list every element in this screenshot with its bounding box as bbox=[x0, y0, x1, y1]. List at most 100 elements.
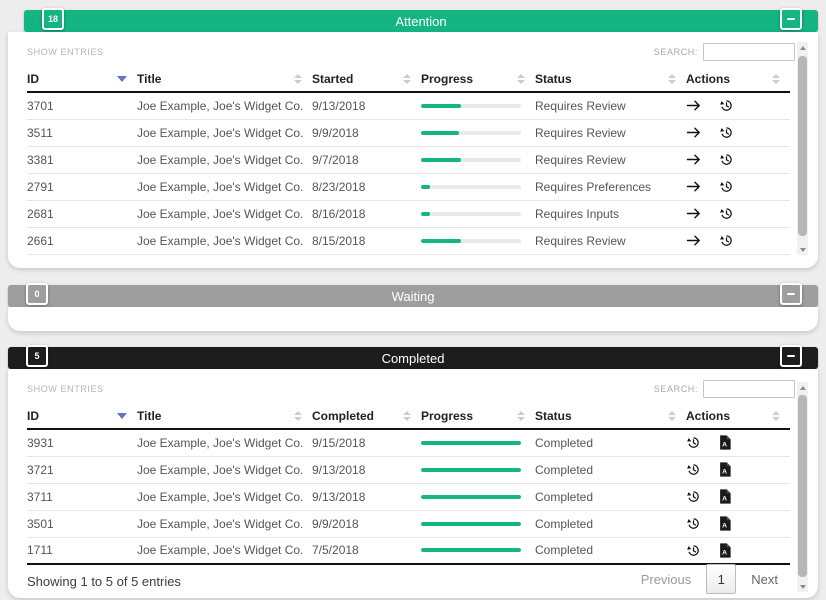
sort-icon bbox=[668, 411, 676, 421]
scroll-down-icon[interactable] bbox=[797, 244, 808, 255]
history-icon[interactable] bbox=[719, 125, 739, 140]
history-icon[interactable] bbox=[719, 98, 739, 113]
table-row: 3721 Joe Example, Joe's Widget Co. 9/13/… bbox=[27, 456, 790, 483]
table-row: 2791 Joe Example, Joe's Widget Co. 8/23/… bbox=[27, 173, 790, 200]
next-page-button[interactable]: Next bbox=[751, 572, 778, 587]
table-row: 2661 Joe Example, Joe's Widget Co. 8/15/… bbox=[27, 227, 790, 254]
progress-bar bbox=[421, 239, 521, 243]
pdf-file-icon[interactable]: A bbox=[719, 489, 739, 504]
go-arrow-icon[interactable] bbox=[686, 126, 706, 139]
history-icon[interactable] bbox=[686, 435, 706, 450]
search-input[interactable] bbox=[703, 43, 795, 61]
sort-icon bbox=[294, 74, 302, 84]
attention-panel-body: SHOW ENTRIES SEARCH: ID Title Started Pr… bbox=[8, 32, 818, 268]
pdf-file-icon[interactable]: A bbox=[719, 462, 739, 477]
column-header-completed[interactable]: Completed bbox=[312, 403, 421, 429]
pdf-file-icon[interactable]: A bbox=[719, 543, 739, 558]
go-arrow-icon[interactable] bbox=[686, 207, 706, 220]
waiting-collapse-button[interactable] bbox=[780, 283, 802, 305]
show-entries-label: SHOW ENTRIES bbox=[27, 384, 104, 394]
column-header-id[interactable]: ID bbox=[27, 403, 137, 429]
progress-bar bbox=[421, 441, 521, 445]
completed-collapse-button[interactable] bbox=[780, 345, 802, 367]
sort-icon bbox=[403, 411, 411, 421]
column-header-started[interactable]: Started bbox=[312, 66, 421, 92]
table-row: 3501 Joe Example, Joe's Widget Co. 9/9/2… bbox=[27, 510, 790, 537]
completed-panel-body: SHOW ENTRIES SEARCH: ID Title Completed … bbox=[8, 369, 818, 598]
search-input[interactable] bbox=[703, 380, 795, 398]
scroll-up-icon[interactable] bbox=[797, 382, 808, 393]
column-header-title[interactable]: Title bbox=[137, 403, 312, 429]
waiting-header-bar: 0 Waiting bbox=[8, 285, 818, 307]
sort-icon bbox=[294, 411, 302, 421]
history-icon[interactable] bbox=[719, 152, 739, 167]
completed-panel: 5 Completed SHOW ENTRIES SEARCH: ID Titl… bbox=[8, 347, 818, 598]
column-header-progress[interactable]: Progress bbox=[421, 66, 535, 92]
history-icon[interactable] bbox=[719, 179, 739, 194]
attention-header-bar: 18 Attention bbox=[24, 10, 818, 32]
sort-icon bbox=[517, 74, 525, 84]
history-icon[interactable] bbox=[686, 516, 706, 531]
pdf-file-icon[interactable]: A bbox=[719, 435, 739, 450]
sort-icon bbox=[403, 74, 411, 84]
pdf-file-icon[interactable]: A bbox=[719, 516, 739, 531]
completed-header-bar: 5 Completed bbox=[8, 347, 818, 369]
waiting-panel-title: Waiting bbox=[392, 289, 435, 304]
column-header-id[interactable]: ID bbox=[27, 66, 137, 92]
table-scrollbar[interactable] bbox=[797, 382, 808, 592]
go-arrow-icon[interactable] bbox=[686, 234, 706, 247]
sort-desc-icon bbox=[117, 413, 127, 419]
attention-count-badge: 18 bbox=[42, 8, 64, 30]
completed-table: ID Title Completed Progress Status Actio… bbox=[27, 403, 790, 565]
history-icon[interactable] bbox=[719, 233, 739, 248]
sort-icon bbox=[668, 74, 676, 84]
history-icon[interactable] bbox=[719, 206, 739, 221]
column-header-actions[interactable]: Actions bbox=[686, 66, 790, 92]
scrollbar-thumb[interactable] bbox=[798, 395, 807, 577]
column-header-actions[interactable]: Actions bbox=[686, 403, 790, 429]
table-row: 3711 Joe Example, Joe's Widget Co. 9/13/… bbox=[27, 483, 790, 510]
go-arrow-icon[interactable] bbox=[686, 99, 706, 112]
previous-page-button[interactable]: Previous bbox=[641, 572, 692, 587]
page-number-button[interactable]: 1 bbox=[706, 564, 736, 594]
sort-desc-icon bbox=[117, 76, 127, 82]
attention-collapse-button[interactable] bbox=[780, 8, 802, 30]
column-header-progress[interactable]: Progress bbox=[421, 403, 535, 429]
column-header-status[interactable]: Status bbox=[535, 66, 686, 92]
showing-entries-text: Showing 1 to 5 of 5 entries bbox=[27, 574, 181, 589]
scrollbar-thumb[interactable] bbox=[798, 56, 807, 236]
completed-count-badge: 5 bbox=[26, 345, 48, 367]
progress-bar bbox=[421, 158, 521, 162]
waiting-count-badge: 0 bbox=[26, 283, 48, 305]
table-row: 2681 Joe Example, Joe's Widget Co. 8/16/… bbox=[27, 200, 790, 227]
table-scrollbar[interactable] bbox=[797, 42, 808, 255]
go-arrow-icon[interactable] bbox=[686, 180, 706, 193]
waiting-panel: 0 Waiting bbox=[8, 285, 818, 331]
column-header-status[interactable]: Status bbox=[535, 403, 686, 429]
table-row: 3381 Joe Example, Joe's Widget Co. 9/7/2… bbox=[27, 146, 790, 173]
completed-panel-title: Completed bbox=[382, 351, 445, 366]
scroll-down-icon[interactable] bbox=[797, 581, 808, 592]
scroll-up-icon[interactable] bbox=[797, 42, 808, 53]
sort-icon bbox=[772, 74, 780, 84]
svg-text:A: A bbox=[722, 522, 727, 529]
attention-panel: 18 Attention SHOW ENTRIES SEARCH: ID Tit… bbox=[8, 10, 818, 268]
minus-icon bbox=[787, 293, 795, 295]
pagination: Previous 1 Next bbox=[641, 564, 778, 594]
search-label: SEARCH: bbox=[654, 384, 698, 394]
history-icon[interactable] bbox=[686, 489, 706, 504]
progress-bar bbox=[421, 548, 521, 552]
table-row: 3701 Joe Example, Joe's Widget Co. 9/13/… bbox=[27, 92, 790, 119]
sort-icon bbox=[517, 411, 525, 421]
attention-panel-title: Attention bbox=[395, 14, 446, 29]
history-icon[interactable] bbox=[686, 462, 706, 477]
go-arrow-icon[interactable] bbox=[686, 153, 706, 166]
progress-bar bbox=[421, 185, 521, 189]
progress-bar bbox=[421, 468, 521, 472]
history-icon[interactable] bbox=[686, 543, 706, 558]
sort-icon bbox=[772, 411, 780, 421]
progress-bar bbox=[421, 495, 521, 499]
svg-text:A: A bbox=[722, 549, 727, 556]
svg-text:A: A bbox=[722, 468, 727, 475]
column-header-title[interactable]: Title bbox=[137, 66, 312, 92]
